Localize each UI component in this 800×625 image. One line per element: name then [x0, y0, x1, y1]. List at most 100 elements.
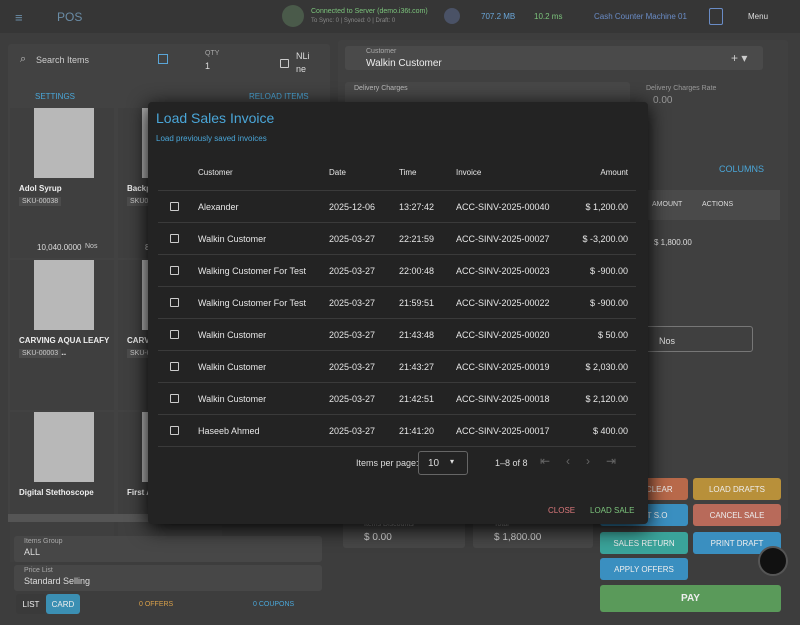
row-divider — [158, 222, 636, 223]
close-button[interactable]: CLOSE — [548, 506, 576, 515]
load-sale-button[interactable]: LOAD SALE — [590, 506, 635, 515]
item-image — [34, 412, 94, 482]
items-per-page-select[interactable] — [418, 451, 468, 475]
total-box — [473, 520, 593, 548]
dialog-title: Load Sales Invoice — [156, 110, 275, 126]
column-header: Time — [399, 168, 417, 177]
discount: $ 0.00 — [364, 532, 392, 543]
row-cell: $ -900.00 — [589, 266, 628, 276]
scan-icon[interactable] — [158, 54, 168, 64]
row-cell: 21:43:27 — [399, 362, 435, 372]
item-image — [34, 260, 94, 330]
row-cell: Walkin Customer — [198, 394, 267, 404]
table-header — [645, 190, 780, 220]
row-cell: $ -900.00 — [589, 298, 628, 308]
menu-icon[interactable]: ≡ — [15, 10, 23, 25]
row-checkbox[interactable] — [170, 330, 179, 339]
delivery-charges-label: Delivery Charges — [354, 85, 408, 92]
price-list-label: Price List — [24, 567, 53, 574]
sync-status: To Sync: 0 | Synced: 0 | Draft: 0 — [311, 18, 396, 24]
actions-header: ACTIONS — [702, 201, 734, 208]
row-cell: 2025-03-27 — [329, 394, 376, 404]
row-cell: $ 1,200.00 — [585, 202, 628, 212]
settings-button[interactable]: SETTINGS — [35, 92, 76, 101]
machine: Cash Counter Machine 01 — [594, 12, 687, 21]
doc-icon[interactable] — [709, 8, 723, 25]
sales-return-button[interactable]: SALES RETURN — [600, 532, 688, 554]
row-cell: 2025-03-27 — [329, 330, 376, 340]
memory-icon — [444, 8, 460, 24]
row-checkbox[interactable] — [170, 362, 179, 371]
item-name: Adol Syrup — [19, 184, 62, 193]
row-cell: 2025-03-27 — [329, 426, 376, 436]
row-checkbox[interactable] — [170, 426, 179, 435]
item-name: First Aic — [127, 488, 159, 497]
uom: Nos — [659, 336, 676, 346]
price-list-select[interactable] — [14, 565, 322, 591]
row-cell: 2025-12-06 — [329, 202, 376, 212]
row-cell: ACC-SINV-2025-00023 — [456, 266, 550, 276]
pagination-arrows[interactable]: ⇤‹›⇥ — [540, 454, 633, 468]
qty[interactable]: 1 — [205, 61, 211, 71]
menu-button[interactable]: Menu — [748, 12, 769, 21]
row-checkbox[interactable] — [170, 394, 179, 403]
search-icon: ⌕ — [20, 53, 27, 65]
delivery-rate: 0.00 — [653, 95, 673, 106]
item-name: Digital Stethoscope — [19, 488, 94, 497]
customer: Walkin Customer — [366, 58, 442, 69]
nline-label: NLine — [296, 51, 310, 74]
cancel-sale-button[interactable]: CANCEL SALE — [693, 504, 781, 526]
row-cell: Alexander — [198, 202, 239, 212]
memory: 707.2 MB — [481, 12, 516, 21]
reload-button[interactable]: RELOAD ITEMS — [249, 92, 309, 101]
nline-checkbox[interactable] — [280, 59, 289, 68]
item-sku: SKU00 — [127, 197, 156, 206]
total-label: Total — [494, 521, 509, 528]
app-title: POS — [57, 10, 83, 24]
qty-label: QTY — [205, 50, 220, 57]
print-draft-button[interactable]: PRINT DRAFT — [693, 532, 781, 554]
load-drafts-button[interactable]: LOAD DRAFTS — [693, 478, 781, 500]
search-input[interactable]: Search Items — [36, 55, 90, 65]
row-cell: 21:59:51 — [399, 298, 435, 308]
row-checkbox[interactable] — [170, 234, 179, 243]
row-cell: $ 2,030.00 — [585, 362, 628, 372]
item-stock: 10,040.0000 — [37, 243, 82, 252]
row-cell: ACC-SINV-2025-00017 — [456, 426, 550, 436]
row-checkbox[interactable] — [170, 298, 179, 307]
row-cell: ACC-SINV-2025-00040 — [456, 202, 550, 212]
customer-select[interactable] — [345, 46, 763, 70]
row-cell: $ 2,120.00 — [585, 394, 628, 404]
discount-label: Items Discounts — [364, 521, 414, 528]
columns-button[interactable]: COLUMNS — [719, 164, 765, 174]
assistant-avatar[interactable] — [758, 546, 788, 576]
items-group: ALL — [24, 547, 41, 557]
column-header: Amount — [600, 168, 628, 177]
row-cell: Walkin Customer — [198, 330, 267, 340]
offers[interactable]: 0 OFFERS — [139, 601, 174, 608]
header-divider — [158, 190, 636, 191]
list-toggle[interactable]: LIST — [16, 594, 46, 614]
latency: 10.2 ms — [534, 12, 563, 21]
items-per-page-label: Items per page: — [356, 458, 419, 468]
row-checkbox[interactable] — [170, 266, 179, 275]
column-header: Invoice — [456, 168, 482, 177]
coupons[interactable]: 0 COUPONS — [253, 601, 295, 608]
apply-offers-button[interactable]: APPLY OFFERS — [600, 558, 688, 580]
amount-header: AMOUNT — [652, 201, 683, 208]
card-toggle[interactable]: CARD — [46, 594, 80, 614]
item-unit: Nos — [85, 243, 98, 250]
items-group-select[interactable] — [14, 536, 322, 562]
page-range: 1–8 of 8 — [495, 458, 528, 468]
row-divider — [158, 446, 636, 447]
add-customer[interactable]: + ▾ — [731, 51, 748, 65]
row-cell: 2025-03-27 — [329, 362, 376, 372]
discount-box — [343, 520, 465, 548]
dropdown-arrow: ▾ — [450, 457, 455, 466]
row-cell: Haseeb Ahmed — [198, 426, 260, 436]
row-cell: 22:00:48 — [399, 266, 435, 276]
pay-button[interactable]: PAY — [600, 585, 781, 612]
row-cell: 13:27:42 — [399, 202, 435, 212]
row-checkbox[interactable] — [170, 202, 179, 211]
row-cell: 21:42:51 — [399, 394, 435, 404]
